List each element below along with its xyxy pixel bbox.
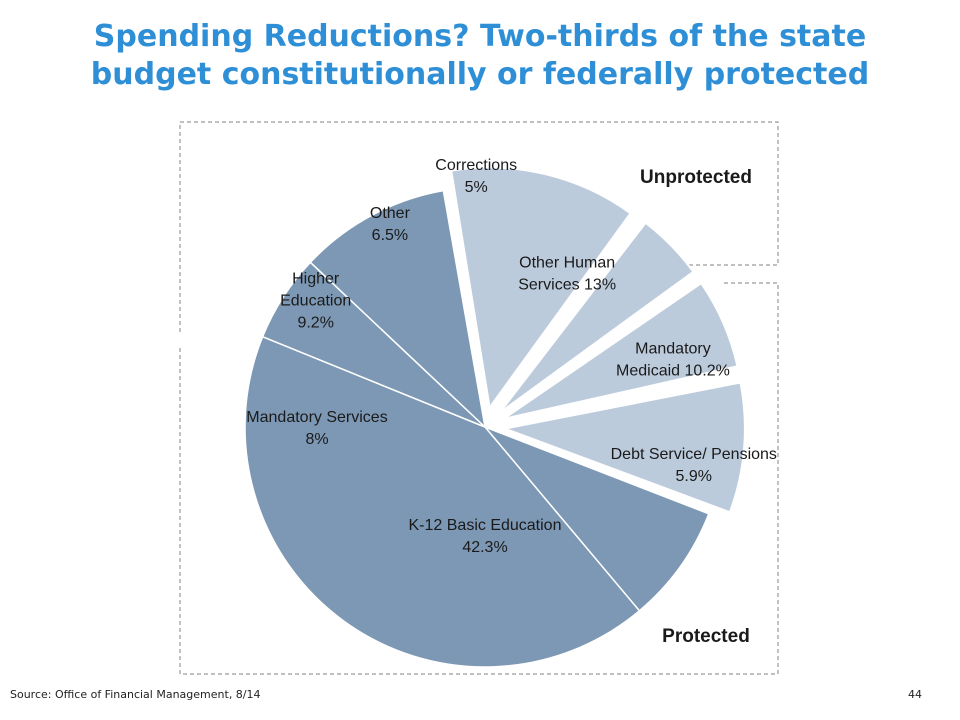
title-line-1: Spending Reductions? Two-thirds of the s…: [93, 19, 867, 54]
slice-label-corrections: Corrections 5%: [435, 157, 517, 196]
title-line-2: budget constitutionally or federally pro…: [90, 57, 870, 92]
slice-label-mandatory: Mandatory Medicaid 10.2%: [616, 341, 730, 380]
unprotected-group-border: [179, 121, 779, 332]
slide-title: Spending Reductions? Two-thirds of the s…: [0, 18, 960, 94]
slice-label-other: Other 6.5%: [370, 205, 411, 244]
slice-label-k-12-basic-education: K-12 Basic Education 42.3%: [409, 517, 562, 556]
group-label-protected: Protected: [662, 626, 750, 647]
pie-slice-corrections: [498, 221, 695, 414]
pie-slice-mandatory: [309, 189, 487, 430]
pie-slice-k-12-basic-education: [244, 335, 641, 668]
group-label-unprotected: Unprotected: [640, 167, 752, 188]
pie-slice-higher: [501, 381, 746, 514]
pie-slice-other-human: [450, 166, 632, 411]
pie-slice-other: [502, 281, 739, 420]
source-note: Source: Office of Financial Management, …: [10, 688, 261, 701]
slice-label-higher: Higher Education 9.2%: [280, 270, 351, 331]
slice-label-other-human: Other Human Services 13%: [518, 254, 616, 293]
pie-slice-mandatory-services: [484, 426, 710, 612]
page-number: 44: [908, 688, 922, 701]
slice-label-mandatory-services: Mandatory Services 8%: [246, 409, 387, 448]
protected-group-border: [179, 282, 779, 675]
slice-label-debt-service-pensions: Debt Service/ Pensions 5.9%: [611, 446, 777, 485]
